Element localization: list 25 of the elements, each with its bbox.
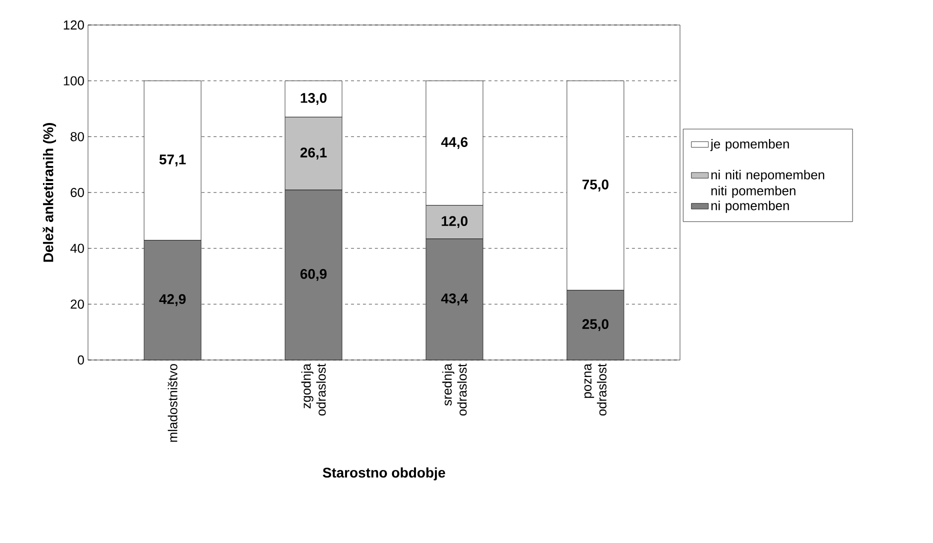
- data-label: 44,6: [441, 137, 468, 150]
- legend-label: ni pomemben: [711, 200, 789, 213]
- y-axis-title: Delež anketiranih (%): [42, 123, 56, 262]
- y-tick-label: 40: [70, 244, 84, 253]
- data-label: 13,0: [300, 93, 327, 105]
- legend-label: je pomemben: [710, 139, 789, 152]
- data-label: 75,0: [582, 180, 608, 192]
- x-tick-label: srednja odraslost: [442, 364, 467, 416]
- y-tick-label: 0: [78, 355, 84, 365]
- data-label: 25,0: [582, 319, 608, 332]
- x-tick-label: mladostništvo: [168, 364, 178, 442]
- data-label: 42,9: [159, 294, 186, 306]
- data-label: 57,1: [159, 154, 186, 166]
- y-tick-label: 80: [70, 132, 84, 142]
- data-label: 26,1: [300, 148, 327, 160]
- data-label: 60,9: [300, 269, 327, 281]
- x-tick-label: pozna odraslost: [584, 364, 606, 416]
- y-tick-label: 20: [70, 300, 84, 309]
- x-axis-title: Starostno obdobje: [322, 467, 446, 480]
- data-label: 43,4: [441, 293, 468, 306]
- y-tick-label: 120: [64, 20, 84, 30]
- x-tick-label: zgodnja odraslost: [301, 364, 326, 416]
- y-tick-label: 60: [70, 188, 84, 198]
- data-label: 12,0: [442, 216, 468, 228]
- y-tick-label: 100: [64, 76, 84, 86]
